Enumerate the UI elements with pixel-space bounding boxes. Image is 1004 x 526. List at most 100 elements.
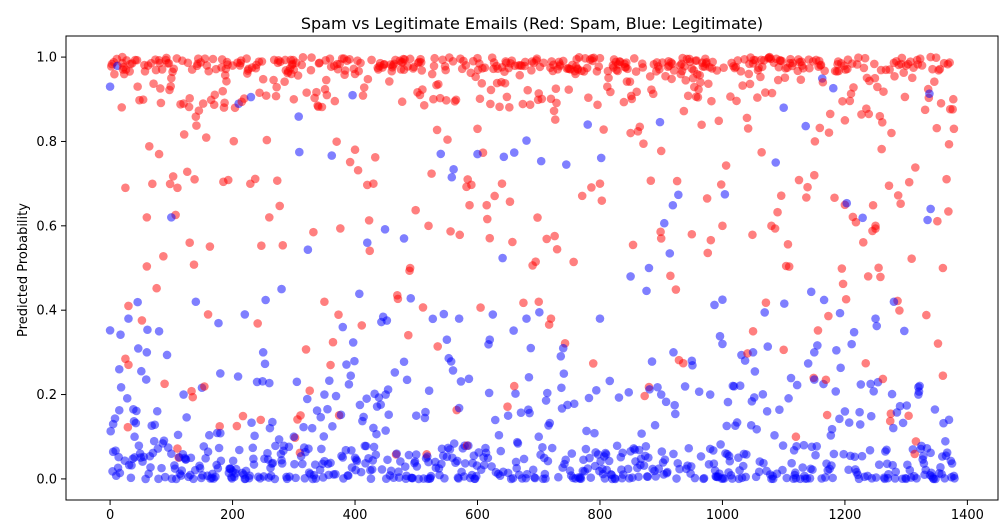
data-point	[757, 62, 767, 72]
data-point	[522, 469, 532, 479]
data-point	[502, 92, 512, 102]
data-point	[325, 54, 335, 63]
data-point	[917, 61, 927, 70]
data-point	[878, 374, 888, 384]
data-point	[779, 345, 788, 355]
data-point	[471, 72, 480, 82]
data-point	[710, 300, 719, 310]
data-point	[124, 314, 133, 323]
data-point	[148, 179, 157, 189]
data-point	[169, 64, 179, 74]
data-point	[303, 245, 313, 254]
data-point	[299, 422, 308, 432]
data-point	[655, 117, 665, 127]
data-point	[752, 424, 762, 434]
data-point	[289, 65, 299, 74]
data-point	[363, 74, 373, 84]
data-point	[761, 298, 771, 307]
data-point	[231, 464, 241, 474]
data-point	[353, 165, 363, 175]
data-point	[942, 448, 952, 457]
data-point	[534, 297, 544, 307]
data-point	[325, 376, 334, 385]
data-point	[455, 230, 465, 240]
data-point	[571, 69, 580, 79]
data-point	[122, 394, 132, 403]
data-point	[454, 403, 464, 413]
data-point	[670, 409, 680, 419]
data-point	[561, 160, 571, 169]
data-point	[926, 52, 935, 62]
data-point	[782, 473, 792, 483]
data-point	[289, 432, 299, 442]
data-point	[167, 449, 176, 459]
data-point	[887, 389, 897, 399]
data-point	[829, 449, 839, 459]
data-point	[714, 116, 724, 126]
data-point	[748, 348, 758, 357]
y-axis: 0.0 0.2 0.4 0.6 0.8 1.0	[36, 51, 66, 487]
data-point	[679, 106, 689, 116]
data-point	[204, 430, 214, 440]
data-point	[185, 238, 194, 247]
data-point	[778, 465, 787, 475]
data-point	[452, 456, 462, 466]
data-point	[142, 262, 152, 271]
data-point	[945, 58, 954, 67]
data-point	[656, 227, 665, 237]
data-point	[567, 449, 577, 458]
data-point	[605, 376, 615, 386]
data-point	[356, 467, 366, 477]
y-tick-label: 0.8	[36, 135, 57, 150]
data-point	[322, 90, 332, 100]
data-point	[393, 294, 403, 304]
data-point	[801, 121, 811, 131]
data-point	[505, 197, 515, 206]
data-point	[173, 430, 183, 440]
data-point	[515, 70, 525, 80]
data-point	[707, 96, 716, 106]
data-point	[666, 271, 675, 281]
data-point	[355, 289, 364, 299]
data-point	[834, 66, 844, 76]
data-point	[813, 326, 823, 335]
data-point	[239, 94, 249, 103]
data-point	[773, 207, 782, 217]
data-point	[372, 429, 381, 439]
data-point	[138, 95, 148, 104]
data-point	[640, 391, 649, 401]
data-point	[619, 97, 629, 107]
data-point	[661, 397, 671, 407]
data-point	[645, 385, 654, 394]
data-point	[350, 145, 360, 155]
data-point	[216, 428, 225, 438]
data-point	[159, 436, 169, 445]
data-point	[150, 420, 160, 430]
data-point	[260, 359, 270, 369]
data-point	[528, 465, 538, 475]
data-point	[871, 473, 881, 482]
data-point	[716, 180, 726, 189]
data-point	[871, 314, 880, 323]
data-point	[708, 57, 717, 67]
data-point	[500, 78, 510, 88]
data-point	[330, 96, 340, 106]
data-point	[367, 465, 377, 474]
data-point	[941, 436, 950, 446]
data-point	[852, 60, 862, 69]
data-point	[776, 191, 786, 200]
data-point	[949, 124, 959, 134]
data-point	[667, 59, 677, 69]
data-point	[831, 387, 841, 396]
data-point	[512, 463, 521, 473]
data-point	[346, 371, 356, 380]
data-point	[767, 88, 777, 98]
data-point	[791, 432, 801, 442]
data-point	[856, 380, 866, 389]
data-point	[824, 311, 833, 321]
data-point	[203, 310, 213, 319]
data-point	[627, 94, 637, 104]
data-point	[718, 339, 727, 349]
data-point	[294, 112, 303, 121]
data-point	[165, 179, 175, 189]
